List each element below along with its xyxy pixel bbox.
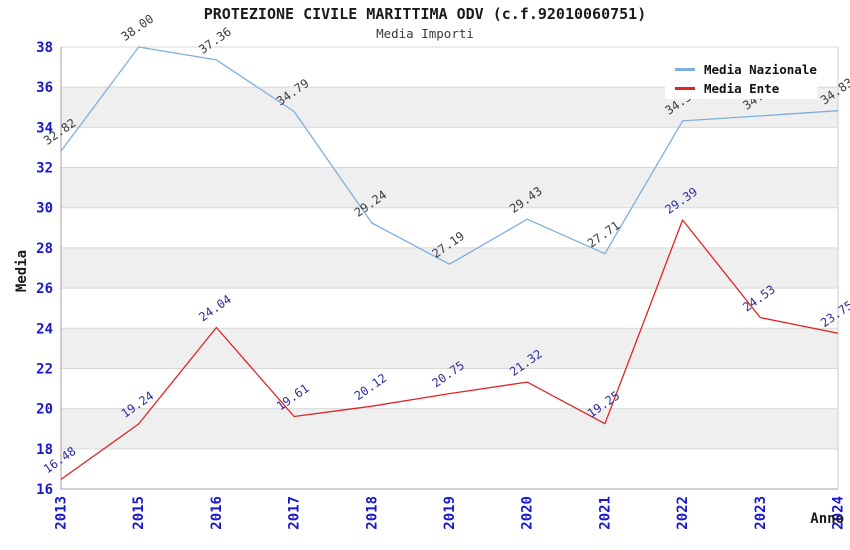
y-tick-label: 22 <box>36 361 53 377</box>
x-tick-label: 2020 <box>520 496 536 530</box>
legend-item-media-nazionale: Media Nazionale <box>675 60 817 79</box>
y-tick-label: 34 <box>36 120 53 136</box>
chart-subtitle: Media Importi <box>376 26 474 41</box>
x-tick-label: 2021 <box>597 496 613 530</box>
data-label-media-nazionale: 37.36 <box>196 24 234 56</box>
y-tick-label: 24 <box>36 321 53 337</box>
y-axis-title: Media <box>14 249 30 293</box>
plot-band <box>61 408 838 449</box>
y-tick-label: 28 <box>36 241 53 257</box>
legend: Media Nazionale Media Ente <box>665 53 817 99</box>
x-tick-label: 2023 <box>753 496 769 530</box>
legend-item-media-ente: Media Ente <box>675 79 817 98</box>
x-tick-label: 2017 <box>287 496 303 530</box>
x-tick-label: 2022 <box>675 496 691 530</box>
legend-swatch-red-line-icon <box>675 87 695 90</box>
legend-label: Media Nazionale <box>704 62 817 77</box>
data-label-media-ente: 23.75 <box>818 298 850 330</box>
y-tick-label: 38 <box>36 40 53 56</box>
data-label-media-ente: 24.04 <box>196 292 234 324</box>
x-tick-label: 2019 <box>442 496 458 530</box>
y-tick-label: 18 <box>36 442 53 458</box>
data-label-media-ente: 20.12 <box>352 371 390 403</box>
series-line-media-ente <box>60 219 839 480</box>
x-tick-label: 2024 <box>831 496 847 530</box>
x-tick-label: 2015 <box>131 496 147 530</box>
x-tick-label: 2016 <box>209 496 225 530</box>
x-tick-label: 2018 <box>364 496 380 530</box>
y-tick-label: 30 <box>36 201 53 217</box>
plot-band <box>61 167 838 208</box>
plot-band <box>61 247 838 289</box>
data-label-media-nazionale: 38.00 <box>119 12 157 44</box>
legend-label: Media Ente <box>704 81 780 96</box>
plot-band <box>61 328 838 369</box>
y-tick-label: 16 <box>36 482 53 498</box>
y-tick-label: 32 <box>36 161 53 177</box>
legend-swatch-blue-line-icon <box>675 68 695 71</box>
y-tick-label: 36 <box>36 80 53 96</box>
x-tick-label: 2013 <box>54 496 70 530</box>
x-axis-title: Anno <box>810 511 844 527</box>
chart-title: PROTEZIONE CIVILE MARITTIMA ODV (c.f.920… <box>203 5 647 23</box>
y-tick-label: 20 <box>36 402 53 418</box>
series-line-media-nazionale <box>60 46 839 265</box>
y-tick-label: 26 <box>36 281 53 297</box>
